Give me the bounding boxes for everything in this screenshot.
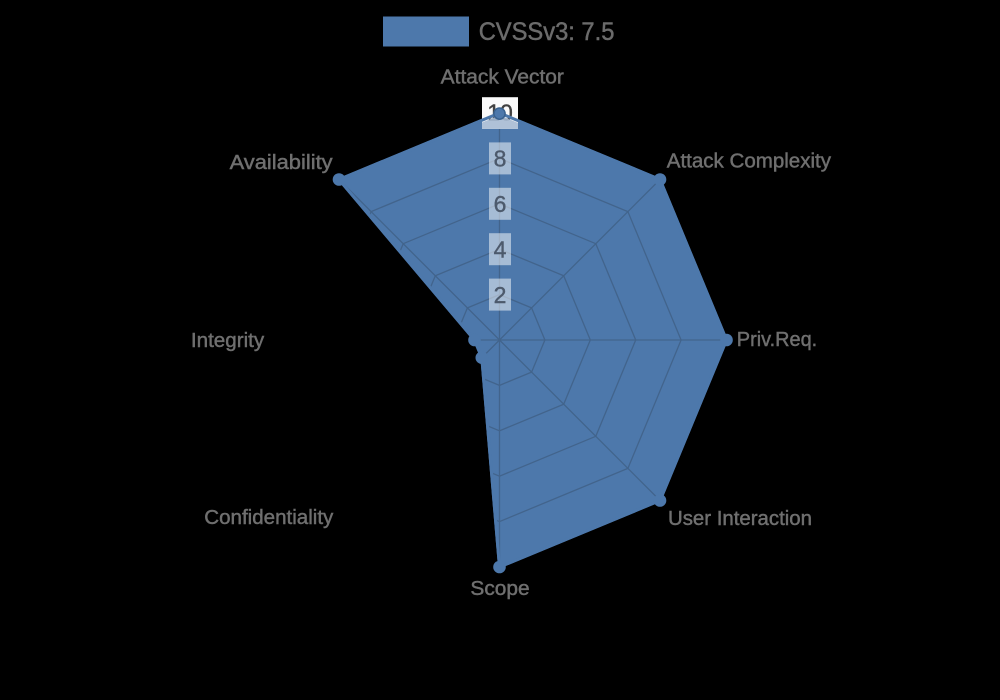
svg-text:Confidentiality: Confidentiality xyxy=(204,507,333,529)
svg-text:4: 4 xyxy=(494,236,507,262)
svg-text:8: 8 xyxy=(494,146,507,172)
svg-text:6: 6 xyxy=(494,191,507,217)
svg-text:Scope: Scope xyxy=(470,578,529,600)
svg-text:2: 2 xyxy=(494,282,507,308)
svg-text:Attack Complexity: Attack Complexity xyxy=(667,151,831,173)
svg-text:Availability: Availability xyxy=(230,152,333,174)
svg-text:Integrity: Integrity xyxy=(191,330,264,352)
svg-text:Attack Vector: Attack Vector xyxy=(441,67,565,89)
svg-text:CVSSv3: 7.5: CVSSv3: 7.5 xyxy=(479,18,615,46)
svg-text:Priv.Req.: Priv.Req. xyxy=(737,329,817,351)
svg-text:User Interaction: User Interaction xyxy=(668,508,812,530)
